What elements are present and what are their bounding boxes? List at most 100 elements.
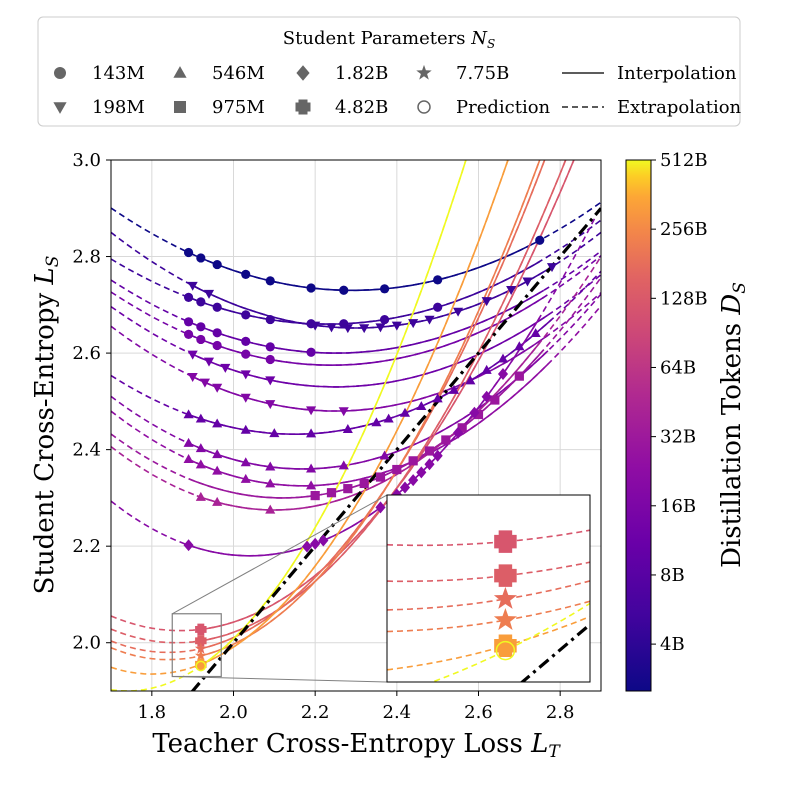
data-point-546M — [212, 449, 223, 459]
legend-line-label-solid: Interpolation — [617, 63, 737, 84]
data-point-143M — [212, 340, 222, 351]
data-point-143M — [379, 284, 390, 294]
data-point-1.82B — [301, 540, 313, 553]
y-tick-label: 2.6 — [72, 343, 101, 364]
data-point-198M — [375, 323, 386, 333]
legend-marker-143M — [54, 67, 66, 79]
data-point-198M — [342, 324, 353, 334]
data-point-143M — [379, 314, 390, 325]
legend: Student Parameters NS 143M 198M 546M 975M 1.… — [37, 16, 742, 127]
data-point-546M — [240, 457, 251, 467]
data-point-198M — [203, 357, 215, 367]
data-point-198M — [212, 383, 223, 393]
data-point-1.82B — [399, 481, 411, 494]
zoom-connector-top — [172, 494, 388, 615]
colorbar-tick-label: 8B — [660, 565, 685, 586]
data-point-143M — [339, 285, 349, 295]
diagonal-line — [190, 207, 601, 691]
data-point-1.82B — [497, 368, 509, 380]
data-point-7.75B — [194, 642, 207, 654]
colorbar-tick-label: 16B — [660, 496, 696, 517]
zoom-rectangle — [171, 613, 222, 678]
data-point-1.82B — [183, 539, 194, 552]
colorbar: 4B 8B 16B 32B 64B 128B 256B 512B Distillation T… — [625, 150, 750, 692]
x-tick-label: 2.4 — [383, 702, 412, 723]
data-point-198M — [220, 363, 231, 373]
data-point-198M — [199, 378, 210, 388]
data-point-198M — [391, 321, 402, 331]
data-point-198M — [240, 393, 251, 403]
inset-fit-curve — [387, 580, 590, 611]
inset-data-point-4.82B — [494, 634, 517, 658]
legend-title: Student Parameters NS — [283, 28, 495, 51]
y-tick-label: 2.8 — [72, 247, 101, 268]
x-tick-label: 1.8 — [138, 702, 167, 723]
data-point-546M — [195, 413, 206, 423]
zoom-connector-bottom — [172, 676, 388, 683]
data-point-1.82B — [424, 458, 435, 471]
data-point-546M — [306, 463, 317, 473]
x-tick-label: 2.0 — [219, 702, 248, 723]
fit-curve-interpolation — [188, 314, 549, 388]
legend-label-4.82B: 4.82B — [335, 97, 388, 118]
data-point-143M — [535, 235, 545, 245]
data-point-143M — [265, 354, 275, 365]
data-point-975M — [441, 435, 451, 445]
data-point-546M — [497, 353, 509, 363]
data-point-1.82B — [375, 501, 386, 514]
y-axis-label: Student Cross-Entropy LS — [30, 256, 63, 595]
data-point-198M — [306, 406, 317, 416]
inset-fit-curve — [387, 529, 590, 547]
data-point-143M — [241, 269, 251, 279]
legend-label-198M: 198M — [92, 97, 145, 118]
data-point-546M — [265, 478, 276, 488]
data-point-546M — [379, 450, 390, 460]
colorbar-gradient — [625, 159, 652, 692]
inset-data-point-7.75B — [493, 586, 517, 609]
data-point-546M — [265, 504, 276, 514]
legend-marker-546M — [173, 66, 187, 78]
data-point-4.82B — [195, 635, 207, 647]
y-tick-label: 3.0 — [72, 150, 101, 171]
data-point-546M — [432, 393, 443, 403]
data-point-7.75B — [194, 649, 207, 661]
data-point-546M — [195, 491, 206, 501]
data-point-975M — [514, 371, 524, 381]
data-point-143M — [306, 283, 316, 293]
legend-marker-975M — [174, 101, 186, 113]
data-point-546M — [306, 428, 317, 438]
data-point-143M — [196, 322, 206, 332]
data-point-143M — [196, 297, 206, 307]
colorbar-tick-label: 512B — [660, 150, 708, 171]
data-point-198M — [187, 373, 198, 383]
colorbar-tick-label: 4B — [660, 634, 685, 655]
data-point-1.82B — [481, 390, 492, 403]
y-tick-label: 2.4 — [72, 440, 101, 461]
data-point-975M — [457, 423, 467, 433]
data-point-143M — [433, 302, 443, 312]
data-point-546M — [265, 461, 276, 471]
data-point-1.82B — [453, 426, 464, 439]
data-point-1.82B — [432, 449, 443, 462]
data-point-546M — [465, 375, 476, 385]
data-point-143M — [196, 334, 206, 345]
data-point-546M — [240, 473, 251, 483]
data-point-143M — [183, 329, 194, 340]
data-point-1.82B — [408, 474, 419, 487]
data-point-198M — [506, 285, 517, 295]
data-point-143M — [212, 259, 222, 270]
data-point-198M — [359, 324, 370, 334]
data-point-143M — [241, 336, 251, 347]
data-point-546M — [481, 364, 492, 374]
legend-marker-1.82B — [296, 65, 310, 81]
data-point-975M — [359, 478, 369, 489]
data-point-546M — [269, 428, 280, 438]
data-point-975M — [343, 484, 353, 494]
inset-data-point-4.82B — [494, 530, 517, 553]
data-point-975M — [392, 464, 402, 475]
data-point-143M — [212, 328, 222, 338]
data-point-198M — [187, 281, 198, 291]
data-point-143M — [265, 342, 275, 352]
data-point-546M — [514, 341, 525, 351]
